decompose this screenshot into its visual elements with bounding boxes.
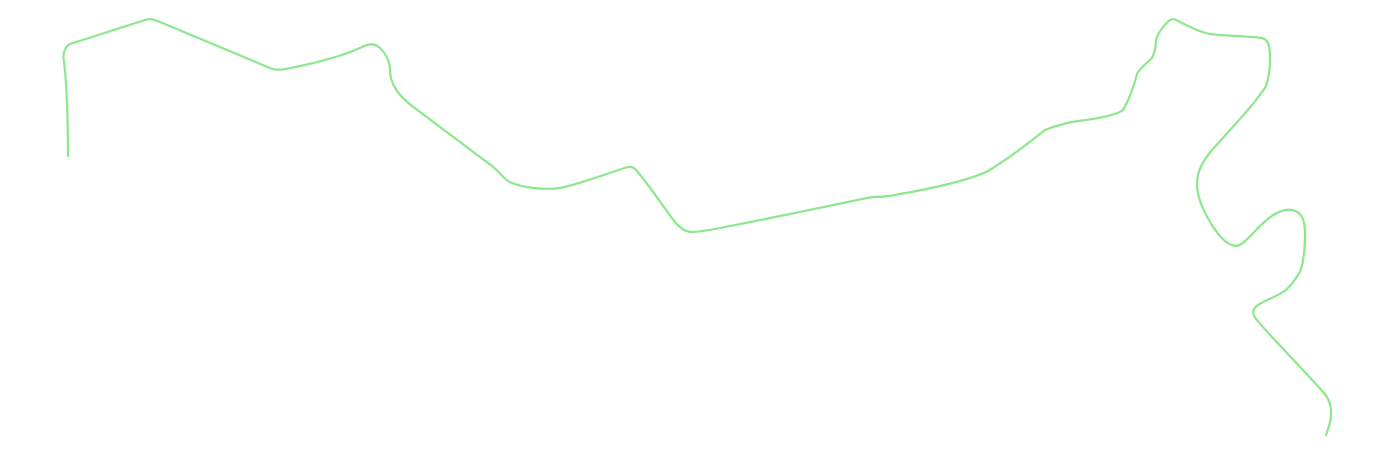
route-line — [62, 18, 1333, 437]
